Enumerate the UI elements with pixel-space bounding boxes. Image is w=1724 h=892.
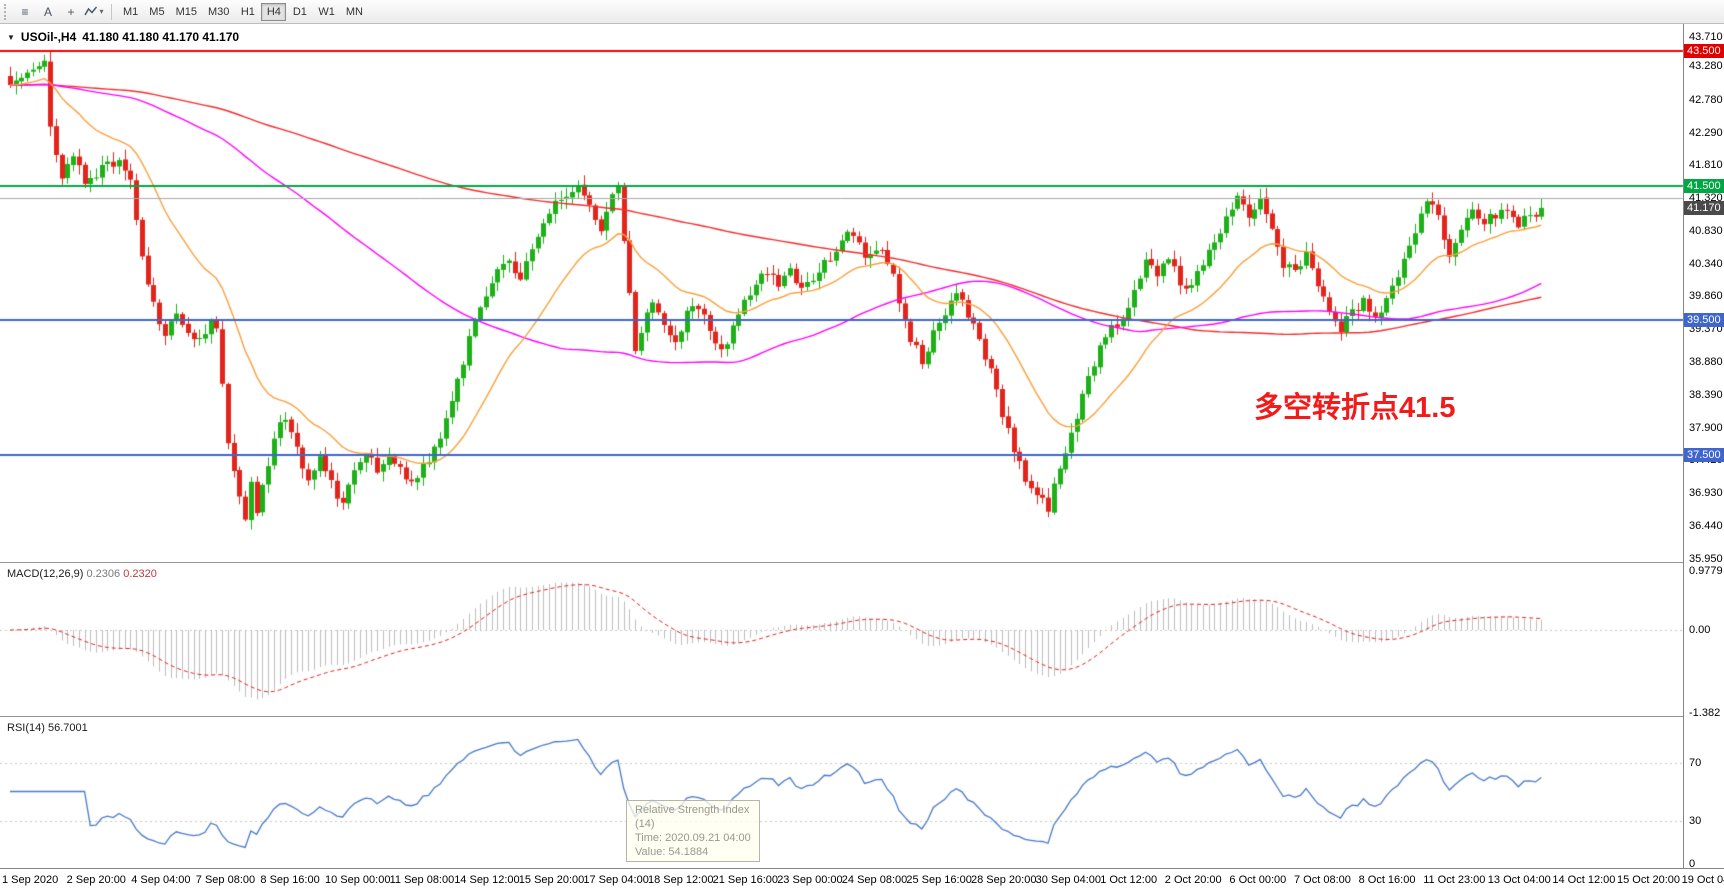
price-annotation: 多空转折点41.5 (1254, 392, 1456, 424)
timeframe-button-MN[interactable]: MN (345, 5, 363, 18)
time-axis-label: 15 Oct 20:00 (1617, 874, 1680, 886)
toolbar-grip[interactable] (4, 3, 8, 20)
price-line-tag: 39.500 (1684, 313, 1724, 328)
rsi-name: RSI(14) (7, 722, 45, 734)
time-axis-label: 2 Sep 20:00 (66, 874, 126, 886)
price-tick-label: 41.810 (1689, 158, 1723, 171)
chart-list-icon[interactable]: ≡ (21, 4, 29, 19)
macd-signal-value: 0.2320 (123, 568, 157, 580)
time-axis-label: 1 Oct 12:00 (1100, 874, 1158, 886)
chart-title: ▼ USOil-,H4 41.180 41.180 41.170 41.170 (7, 30, 239, 44)
price-tick-label: 43.710 (1689, 31, 1723, 43)
price-tick-label: 37.900 (1689, 421, 1723, 434)
time-axis-label: 17 Sep 04:00 (583, 874, 649, 886)
time-axis-label: 24 Sep 08:00 (841, 874, 908, 886)
text-label-tool-icon[interactable]: A (43, 4, 52, 19)
price-tick-label: 40.340 (1689, 257, 1723, 270)
rsi-value: 56.7001 (47, 722, 88, 734)
rsi-indicator-label: RSI(14) 56.7001 (7, 722, 88, 734)
price-tick-label: 43.280 (1689, 59, 1723, 72)
time-axis-label: 14 Oct 12:00 (1552, 874, 1616, 886)
time-axis-label: 2 Oct 20:00 (1164, 874, 1222, 886)
collapse-arrow-icon[interactable]: ▼ (7, 32, 15, 42)
price-line-tag: 37.500 (1684, 447, 1724, 462)
price-tick-label: 39.860 (1689, 289, 1723, 302)
rsi-panel-separator[interactable] (0, 716, 1724, 717)
time-axis-label: 28 Sep 20:00 (971, 874, 1037, 886)
price-tick-label: 42.290 (1689, 126, 1723, 139)
price-line-tag: 43.500 (1684, 44, 1724, 59)
time-axis-label: 10 Sep 00:00 (325, 874, 391, 886)
timeframe-button-M15[interactable]: M15 (175, 5, 197, 18)
price-tick-label: 36.440 (1689, 520, 1723, 533)
time-axis-label: 6 Oct 00:00 (1229, 874, 1287, 886)
timeframe-button-M1[interactable]: M1 (123, 5, 139, 18)
toolbar: ≡ A + ▾ M1 M5 M15 M30 H1 H4 D1 W1 MN (0, 0, 1724, 24)
timeframe-button-M5[interactable]: M5 (149, 5, 165, 18)
crosshair-tool-icon[interactable]: + (67, 4, 75, 19)
macd-axis-label: 0.9779 (1689, 565, 1723, 578)
price-tick-label: 42.780 (1689, 93, 1723, 106)
timeframe-bar: M1 M5 M15 M30 H1 H4 D1 W1 MN (118, 2, 368, 21)
timeframe-button-D1[interactable]: D1 (292, 5, 307, 18)
time-axis-label: 15 Sep 20:00 (518, 874, 585, 886)
current-price-tag: 41.170 (1684, 200, 1724, 215)
time-axis-label: 8 Sep 16:00 (260, 874, 320, 886)
time-axis-label: 11 Oct 23:00 (1423, 874, 1486, 886)
price-tick-label: 38.880 (1689, 355, 1723, 368)
time-axis[interactable]: 1 Sep 2020 2 Sep 20:00 4 Sep 04:00 7 Sep 08… (0, 868, 1724, 892)
rsi-axis-label: 0 (1689, 858, 1696, 870)
toolbar-separator (111, 3, 112, 20)
ohlc-values: 41.180 41.180 41.170 41.170 (82, 30, 240, 44)
macd-name: MACD(12,26,9) (7, 568, 84, 580)
time-axis-label: 14 Sep 12:00 (454, 874, 520, 886)
time-axis-label: 7 Oct 08:00 (1294, 874, 1351, 886)
time-axis-label: 8 Oct 16:00 (1358, 874, 1416, 886)
timeframe-button-W1[interactable]: W1 (318, 5, 335, 18)
price-tick-label: 41.320 (1689, 191, 1723, 204)
timeframe-button-H4[interactable]: H4 (261, 2, 287, 21)
time-axis-label: 19 Oct 04:00 (1681, 874, 1724, 886)
symbol-label: USOil-,H4 (20, 30, 77, 44)
tooltip-line: Value: 54.1884 (635, 846, 709, 858)
price-tick-label: 35.950 (1689, 553, 1723, 565)
tooltip-line: (14) (635, 818, 655, 830)
timeframe-button-M30[interactable]: M30 (207, 5, 230, 18)
macd-main-value: 0.2306 (86, 568, 121, 580)
rsi-axis-label: 30 (1689, 814, 1702, 827)
price-scale[interactable]: 43.710 43.280 42.780 42.290 41.810 41.320 40.8… (1683, 24, 1724, 870)
time-axis-label: 13 Oct 04:00 (1487, 874, 1551, 886)
time-axis-label: 7 Sep 08:00 (195, 874, 256, 886)
macd-indicator-label: MACD(12,26,9) 0.2306 0.2320 (7, 568, 157, 580)
zigzag-indicator-icon[interactable]: ▾ (83, 2, 105, 22)
time-axis-label: 1 Sep 2020 (2, 874, 59, 886)
time-axis-label: 23 Sep 00:00 (777, 874, 843, 886)
indicator-tooltip: Relative Strength Index (14) Time: 2020.09… (626, 800, 760, 862)
tooltip-line: Relative Strength Index (635, 804, 750, 816)
timeframe-button-H1[interactable]: H1 (240, 5, 255, 18)
dropdown-caret-icon: ▾ (99, 7, 104, 16)
zigzag-icon (84, 6, 98, 16)
time-axis-label: 21 Sep 16:00 (712, 874, 779, 886)
time-axis-label: 4 Sep 04:00 (131, 874, 191, 886)
macd-panel-separator[interactable] (0, 562, 1724, 563)
price-tick-label: 40.830 (1689, 224, 1723, 237)
time-axis-label: 25 Sep 16:00 (906, 874, 972, 886)
time-axis-label: 11 Sep 08:00 (389, 874, 455, 886)
price-line-tag: 41.500 (1684, 178, 1724, 193)
tooltip-line: Time: 2020.09.21 04:00 (635, 832, 751, 844)
price-tick-label: 36.930 (1689, 487, 1723, 500)
time-axis-label: 30 Sep 04:00 (1035, 874, 1102, 886)
price-tick-label: 38.390 (1689, 388, 1723, 401)
rsi-axis-label: 70 (1689, 756, 1702, 769)
macd-axis-label: 0.00 (1689, 624, 1711, 636)
time-axis-label: 18 Sep 12:00 (648, 874, 714, 886)
macd-axis-label: -1.382 (1689, 706, 1721, 719)
